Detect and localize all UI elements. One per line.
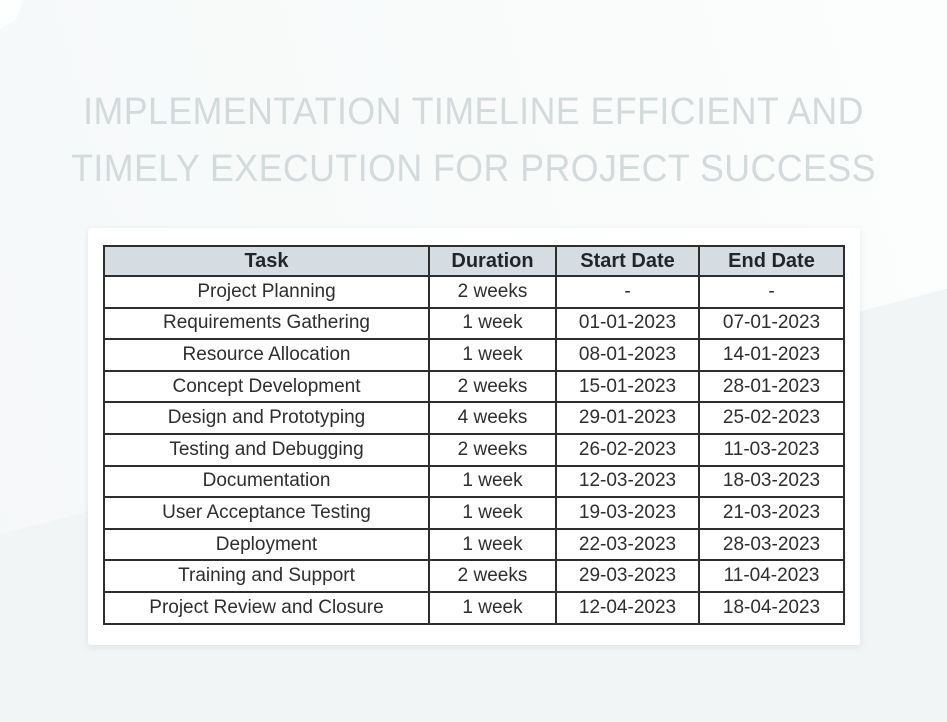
cell-duration: 2 weeks (428, 275, 557, 309)
table-row: Deployment 1 week 22-03-2023 28-03-2023 (103, 527, 845, 562)
cell-start-date: 29-01-2023 (555, 401, 700, 435)
cell-task: Documentation (103, 464, 430, 499)
page-title-line-1: IMPLEMENTATION TIMELINE EFFICIENT AND (83, 91, 864, 133)
cell-duration: 2 weeks (428, 432, 557, 467)
implementation-timeline-table: Task Duration Start Date End Date Projec… (103, 245, 845, 625)
cell-duration: 1 week (428, 338, 557, 372)
cell-start-date: 01-01-2023 (555, 306, 700, 341)
cell-end-date: 18-04-2023 (698, 590, 845, 625)
cell-duration: 1 week (428, 306, 557, 341)
cell-end-date: 14-01-2023 (698, 338, 845, 372)
column-header-duration: Duration (428, 245, 557, 277)
cell-end-date: 28-03-2023 (698, 527, 845, 562)
cell-start-date: 19-03-2023 (555, 496, 700, 530)
cell-duration: 1 week (428, 590, 557, 625)
table-row: Documentation 1 week 12-03-2023 18-03-20… (103, 464, 845, 499)
cell-start-date: 22-03-2023 (555, 527, 700, 562)
cell-end-date: 18-03-2023 (698, 464, 845, 499)
cell-start-date: 29-03-2023 (555, 559, 700, 593)
cell-end-date: 21-03-2023 (698, 496, 845, 530)
table-row: Requirements Gathering 1 week 01-01-2023… (103, 306, 845, 341)
table-row: Resource Allocation 1 week 08-01-2023 14… (103, 338, 845, 372)
page-title-line-2: TIMELY EXECUTION FOR PROJECT SUCCESS (71, 148, 876, 190)
table-row: Training and Support 2 weeks 29-03-2023 … (103, 559, 845, 593)
cell-end-date: 28-01-2023 (698, 369, 845, 404)
page-title: IMPLEMENTATION TIMELINE EFFICIENT AND TI… (28, 84, 918, 198)
cell-duration: 1 week (428, 464, 557, 499)
cell-end-date: 07-01-2023 (698, 306, 845, 341)
cell-end-date: 11-04-2023 (698, 559, 845, 593)
table-row: Concept Development 2 weeks 15-01-2023 2… (103, 369, 845, 404)
cell-end-date: 11-03-2023 (698, 432, 845, 467)
cell-duration: 1 week (428, 527, 557, 562)
cell-duration: 2 weeks (428, 559, 557, 593)
cell-task: Project Planning (103, 275, 430, 309)
cell-task: Training and Support (103, 559, 430, 593)
cell-duration: 4 weeks (428, 401, 557, 435)
cell-end-date: - (698, 275, 845, 309)
cell-task: Requirements Gathering (103, 306, 430, 341)
cell-start-date: 12-03-2023 (555, 464, 700, 499)
cell-task: Concept Development (103, 369, 430, 404)
cell-duration: 2 weeks (428, 369, 557, 404)
cell-task: User Acceptance Testing (103, 496, 430, 530)
cell-start-date: 12-04-2023 (555, 590, 700, 625)
table-row: User Acceptance Testing 1 week 19-03-202… (103, 496, 845, 530)
cell-task: Project Review and Closure (103, 590, 430, 625)
table-header-row: Task Duration Start Date End Date (103, 245, 845, 277)
column-header-start-date: Start Date (555, 245, 700, 277)
cell-start-date: 15-01-2023 (555, 369, 700, 404)
table-card: Task Duration Start Date End Date Projec… (88, 228, 860, 645)
table-row: Testing and Debugging 2 weeks 26-02-2023… (103, 432, 845, 467)
table-row: Project Review and Closure 1 week 12-04-… (103, 590, 845, 625)
cell-start-date: 26-02-2023 (555, 432, 700, 467)
column-header-end-date: End Date (698, 245, 845, 277)
table-row: Project Planning 2 weeks - - (103, 275, 845, 309)
cell-start-date: - (555, 275, 700, 309)
cell-task: Deployment (103, 527, 430, 562)
cell-task: Testing and Debugging (103, 432, 430, 467)
table-row: Design and Prototyping 4 weeks 29-01-202… (103, 401, 845, 435)
cell-task: Resource Allocation (103, 338, 430, 372)
cell-start-date: 08-01-2023 (555, 338, 700, 372)
column-header-task: Task (103, 245, 430, 277)
cell-task: Design and Prototyping (103, 401, 430, 435)
cell-duration: 1 week (428, 496, 557, 530)
cell-end-date: 25-02-2023 (698, 401, 845, 435)
